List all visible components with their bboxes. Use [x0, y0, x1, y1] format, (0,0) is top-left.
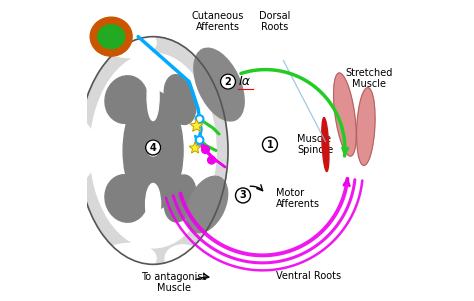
Ellipse shape	[123, 91, 183, 210]
Circle shape	[263, 137, 277, 152]
Ellipse shape	[98, 25, 125, 49]
Ellipse shape	[334, 73, 356, 156]
Circle shape	[196, 115, 203, 123]
Text: 3: 3	[240, 191, 246, 200]
Circle shape	[148, 145, 158, 156]
Ellipse shape	[147, 73, 159, 120]
Ellipse shape	[65, 120, 95, 181]
Text: Iα: Iα	[238, 75, 250, 88]
Text: To antagonist
Muscle: To antagonist Muscle	[141, 272, 207, 293]
Text: 2: 2	[225, 76, 231, 87]
Ellipse shape	[165, 245, 201, 272]
Ellipse shape	[105, 76, 147, 123]
Polygon shape	[189, 142, 201, 153]
Ellipse shape	[102, 244, 156, 273]
Ellipse shape	[194, 48, 244, 121]
Ellipse shape	[356, 88, 375, 166]
Circle shape	[196, 136, 203, 144]
Text: Ventral Roots: Ventral Roots	[276, 271, 341, 281]
Ellipse shape	[78, 37, 228, 264]
Polygon shape	[190, 119, 203, 131]
Circle shape	[236, 188, 250, 203]
Circle shape	[201, 146, 210, 154]
Ellipse shape	[90, 17, 132, 56]
Ellipse shape	[186, 176, 228, 233]
Circle shape	[220, 74, 236, 89]
Circle shape	[208, 156, 215, 164]
Ellipse shape	[322, 118, 329, 172]
Text: Motor
Afferents: Motor Afferents	[276, 188, 320, 209]
Ellipse shape	[164, 75, 196, 125]
Ellipse shape	[146, 183, 161, 225]
Text: Stretched
Muscle: Stretched Muscle	[345, 68, 392, 89]
Text: 1: 1	[266, 139, 273, 150]
Text: 4: 4	[150, 142, 156, 153]
Ellipse shape	[105, 175, 147, 222]
Ellipse shape	[90, 53, 216, 248]
Text: Dorsal
Roots: Dorsal Roots	[259, 11, 290, 33]
Text: Cutaneous
Afferents: Cutaneous Afferents	[191, 11, 244, 33]
Ellipse shape	[164, 175, 196, 222]
Circle shape	[146, 140, 161, 155]
Ellipse shape	[102, 28, 156, 57]
Text: Muscle
Spindle: Muscle Spindle	[297, 134, 333, 155]
